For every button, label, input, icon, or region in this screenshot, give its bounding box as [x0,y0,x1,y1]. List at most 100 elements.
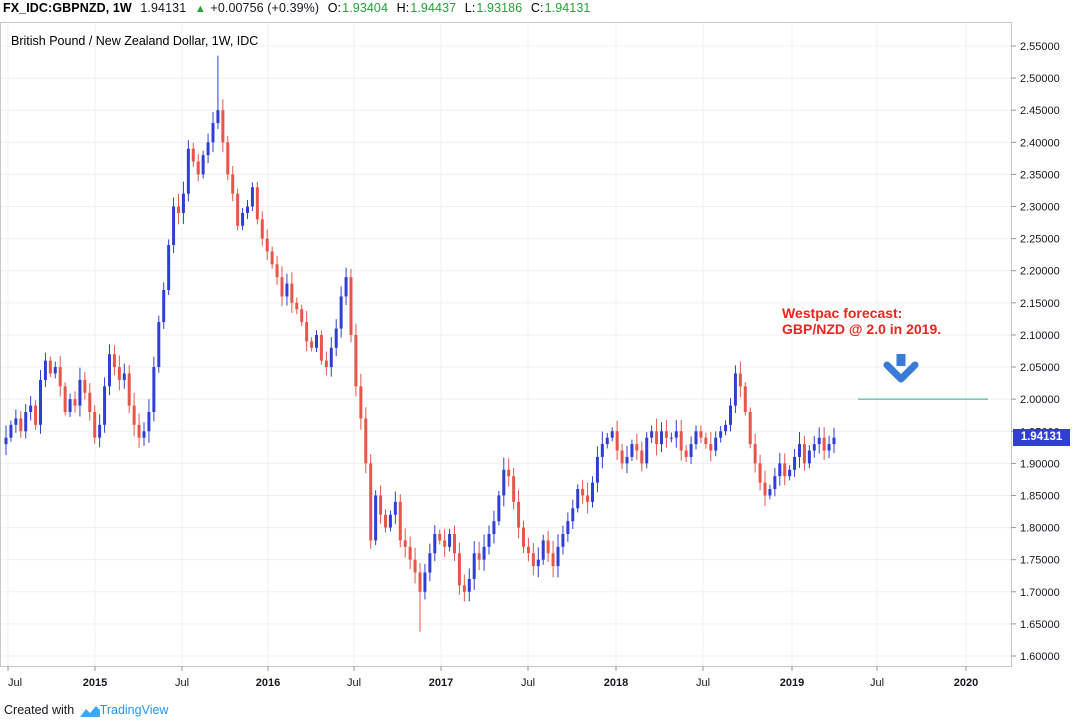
candle-body [497,495,501,522]
x-tick-label: 2018 [604,677,628,689]
candle-body [743,386,747,412]
y-tick-label: 2.05000 [1020,362,1060,374]
candle-body [112,354,116,368]
candle-body [669,437,673,439]
candle-body [615,431,619,451]
candle-body [374,495,378,541]
candle-body [275,264,279,278]
y-tick-label: 2.50000 [1020,73,1060,85]
candle-body [704,437,708,445]
candle-body [319,334,323,361]
y-tick-label: 2.40000 [1020,137,1060,149]
candle-body [403,540,407,547]
candle-body [246,206,249,213]
candle-body [576,489,580,509]
last-price: 1.94131 [140,1,187,15]
candle-body [285,283,289,297]
candle-body [595,456,599,483]
y-tick-label: 2.45000 [1020,105,1060,117]
candle-body [502,469,506,496]
candle-body [753,444,757,464]
candle-body [763,482,767,496]
candle-body [719,431,723,438]
tradingview-link[interactable]: TradingView [99,703,169,717]
candle-body [492,521,496,534]
candle-body [699,431,703,438]
x-tick-label: Jul [696,677,710,689]
candle-body [541,540,545,560]
candle-body [517,501,521,528]
candle-body [349,277,353,335]
candle-body [477,553,481,560]
candle-body [14,418,18,425]
open-value: 1.93404 [342,1,389,15]
candle-body [295,302,299,310]
plot-area[interactable] [0,22,1012,667]
candle-body [531,553,535,567]
candle-body [418,572,422,592]
candle-body [817,437,821,445]
y-tick-label: 2.15000 [1020,298,1060,310]
candle-body [73,399,77,406]
candle-body [384,514,387,528]
candle-body [660,431,663,445]
candles [4,55,836,632]
candle-body [586,495,590,502]
candle-body [43,360,47,380]
y-tick-label: 1.80000 [1020,523,1060,535]
candle-body [359,386,363,419]
y-tick-label: 1.90000 [1020,458,1060,470]
candle-body [773,476,777,490]
candle-body [546,540,550,554]
candle-body [738,373,742,387]
candle-body [290,283,294,303]
candle-body [640,450,644,464]
candle-body [812,444,816,451]
y-tick-label: 2.25000 [1020,234,1060,246]
candle-body [142,431,146,438]
high-value: 1.94437 [410,1,457,15]
footer: Created with TradingView [4,703,168,717]
y-tick-label: 2.30000 [1020,202,1060,214]
candle-body [822,437,826,451]
y-tick-label: 2.35000 [1020,169,1060,181]
candle-body [88,392,92,412]
candle-body [526,546,530,554]
candle-body [457,553,461,586]
candle-body [103,386,107,425]
candle-body [147,412,151,432]
candle-body [9,424,13,438]
candle-body [610,431,614,438]
candle-body [250,187,254,207]
candle-body [783,463,787,477]
x-tick-label: Jul [8,677,22,689]
candle-body [379,495,383,515]
candle-body [793,456,797,470]
candle-body [827,444,831,451]
chart-header: FX_IDC:GBPNZD, 1W 1.94131 ▲ +0.00756 (+0… [3,1,591,19]
candle-body [19,418,23,432]
candle-body [729,405,732,425]
candle-body [482,546,486,560]
candle-body [137,424,141,438]
symbol-label: FX_IDC:GBPNZD, 1W [3,1,132,15]
candle-body [556,546,560,567]
candle-body [684,450,688,457]
candle-body [369,463,373,541]
down-arrow-icon [883,354,919,383]
candle-body [443,540,447,547]
candle-body [679,431,683,451]
candle-body [48,360,52,374]
candle-body [625,456,629,464]
last-price-tag: 1.94131 [1013,429,1070,446]
x-tick-label: Jul [175,677,189,689]
candle-body [398,501,402,541]
candle-body [635,444,639,451]
y-tick-label: 2.55000 [1020,41,1060,53]
candle-body [605,437,609,445]
price-change: +0.00756 (+0.39%) [210,1,320,15]
candle-body [339,296,343,329]
chart-title: British Pound / New Zealand Dollar, 1W, … [11,34,259,48]
x-tick-label: Jul [347,677,361,689]
